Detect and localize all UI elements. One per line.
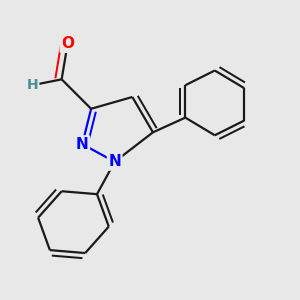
Text: O: O bbox=[61, 37, 74, 52]
Text: N: N bbox=[108, 154, 121, 169]
Text: N: N bbox=[76, 136, 89, 152]
Text: H: H bbox=[26, 78, 38, 92]
